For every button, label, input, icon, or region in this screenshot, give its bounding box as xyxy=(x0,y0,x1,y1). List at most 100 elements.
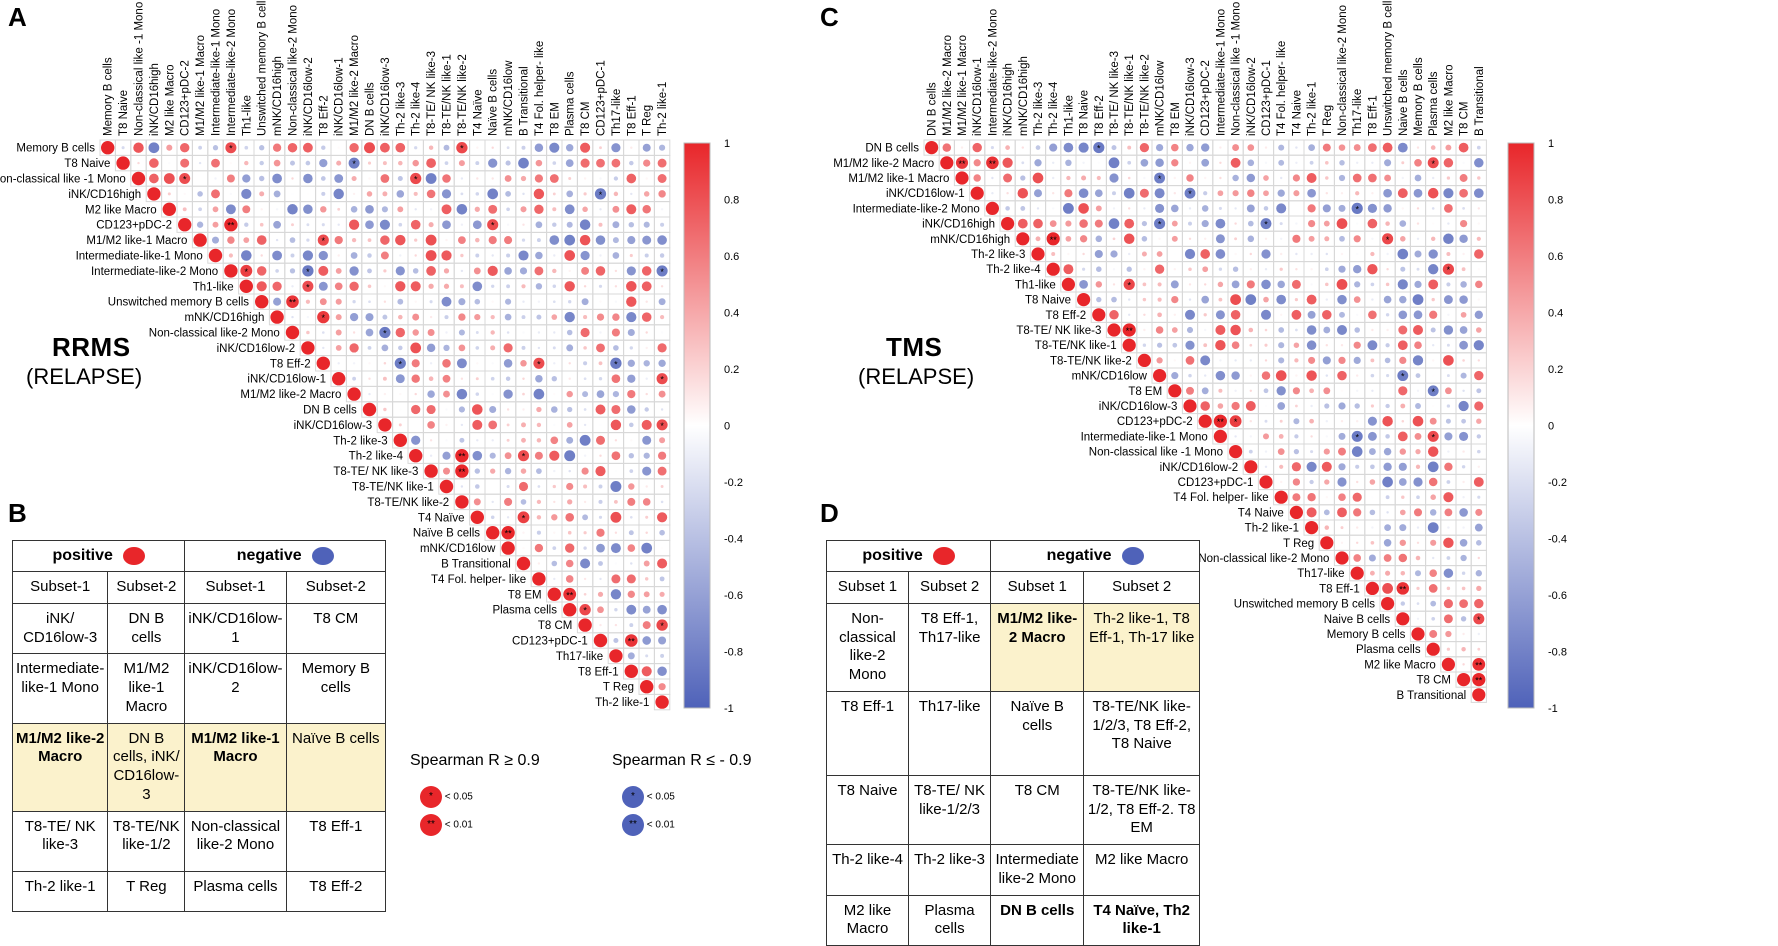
correlation-dot xyxy=(1202,266,1209,273)
correlation-dot xyxy=(243,237,250,244)
correlation-dot xyxy=(1310,283,1313,286)
correlation-dot xyxy=(1386,389,1389,392)
correlation-dot xyxy=(443,344,450,352)
correlation-dot xyxy=(1369,570,1375,576)
correlation-dot xyxy=(320,206,327,213)
correlation-dot xyxy=(1383,539,1392,547)
correlation-dot xyxy=(1280,313,1283,316)
row-label: Non-classical like-2 Mono xyxy=(1198,553,1329,565)
correlation-dot xyxy=(180,158,190,168)
correlation-dot xyxy=(1078,142,1089,153)
correlation-dot xyxy=(426,343,436,353)
correlation-dot xyxy=(1067,252,1070,256)
correlation-dot xyxy=(1021,146,1024,149)
correlation-dot xyxy=(1234,207,1237,210)
correlation-dot xyxy=(1173,313,1177,316)
correlation-dot xyxy=(1323,220,1330,227)
column-label: T8-TE/NK like-2 xyxy=(457,54,469,136)
correlation-dot xyxy=(563,587,577,601)
two-star-red-icon: ** xyxy=(420,814,442,836)
row-label: T8-TE/NK like-1 xyxy=(1035,340,1117,352)
correlation-dot xyxy=(598,484,603,489)
correlation-dot xyxy=(472,419,483,430)
correlation-dot xyxy=(1443,233,1454,245)
correlation-dot xyxy=(1310,435,1313,438)
significance-star: ** xyxy=(958,159,966,169)
column-label: Intermediate-like-1 Mono xyxy=(211,9,223,136)
correlation-dot xyxy=(942,143,952,152)
correlation-dot xyxy=(1188,298,1192,301)
correlation-dot xyxy=(1446,252,1451,256)
correlation-dot xyxy=(1399,539,1406,546)
correlation-dot xyxy=(413,191,418,196)
correlation-dot xyxy=(566,390,573,398)
correlation-dot xyxy=(1476,434,1481,439)
row-label: iNK/CD16high xyxy=(68,189,141,201)
correlation-dot xyxy=(212,206,219,213)
correlation-dot xyxy=(1441,657,1455,672)
correlation-dot xyxy=(301,341,315,355)
correlation-dot xyxy=(1371,389,1374,392)
correlation-dot xyxy=(552,192,556,196)
correlation-dot xyxy=(398,314,403,320)
significance-star: * xyxy=(522,513,526,523)
correlation-dot xyxy=(1215,218,1226,229)
correlation-dot xyxy=(549,174,559,183)
correlation-dot xyxy=(641,419,652,430)
correlation-dot xyxy=(598,222,603,227)
correlation-dot xyxy=(973,174,981,182)
colorbar-tick-label: -0.2 xyxy=(1548,477,1567,489)
correlation-dot xyxy=(367,346,372,350)
correlation-dot xyxy=(1416,237,1420,240)
correlation-dot xyxy=(1247,159,1255,167)
correlation-dot xyxy=(1143,328,1146,332)
correlation-dot xyxy=(349,143,359,153)
correlation-dot xyxy=(441,189,452,199)
correlation-dot xyxy=(1186,326,1194,334)
correlation-dot xyxy=(489,452,496,459)
correlation-dot xyxy=(659,253,665,258)
correlation-dot xyxy=(1400,570,1406,576)
correlation-dot xyxy=(1367,264,1378,275)
correlation-dot xyxy=(1325,192,1329,195)
correlation-dot xyxy=(241,188,252,199)
correlation-dot xyxy=(1036,207,1040,210)
correlation-dot xyxy=(970,186,984,200)
correlation-dot xyxy=(503,389,513,399)
correlation-dot xyxy=(395,142,406,153)
correlation-dot xyxy=(1005,145,1010,150)
negative-dot-icon xyxy=(311,546,334,565)
correlation-dot xyxy=(1173,359,1177,362)
correlation-dot xyxy=(1184,309,1196,320)
colorbar-tick-label: -0.6 xyxy=(1548,590,1567,602)
correlation-dot xyxy=(212,145,219,151)
correlation-dot xyxy=(504,452,512,460)
correlation-dot xyxy=(567,499,573,505)
correlation-dot xyxy=(260,208,263,211)
correlation-dot xyxy=(614,285,618,288)
correlation-dot xyxy=(427,390,435,398)
correlation-dot xyxy=(1412,294,1424,306)
correlation-dot xyxy=(642,235,652,245)
correlation-dot xyxy=(182,207,187,212)
correlation-dot xyxy=(536,468,542,474)
correlation-dot xyxy=(1367,431,1377,441)
colorbar-tick-label: -0.8 xyxy=(1548,647,1567,659)
correlation-dot xyxy=(211,158,220,168)
colorbar-tick-label: 0 xyxy=(1548,421,1554,433)
correlation-dot xyxy=(336,160,342,166)
correlation-dot xyxy=(426,266,436,276)
correlation-dot xyxy=(425,173,437,184)
correlation-dot xyxy=(382,191,388,197)
correlation-dot xyxy=(1430,600,1437,607)
correlation-dot xyxy=(551,560,558,567)
correlation-dot xyxy=(1082,252,1085,256)
correlation-dot xyxy=(1429,569,1438,578)
correlation-dot xyxy=(567,530,572,535)
correlation-dot xyxy=(414,146,418,150)
column-label: T Reg xyxy=(1322,105,1334,136)
positive-header: positive xyxy=(825,540,992,572)
correlation-dot xyxy=(579,434,591,446)
row-label: T8 CM xyxy=(1417,675,1452,687)
correlation-dot xyxy=(643,360,650,367)
